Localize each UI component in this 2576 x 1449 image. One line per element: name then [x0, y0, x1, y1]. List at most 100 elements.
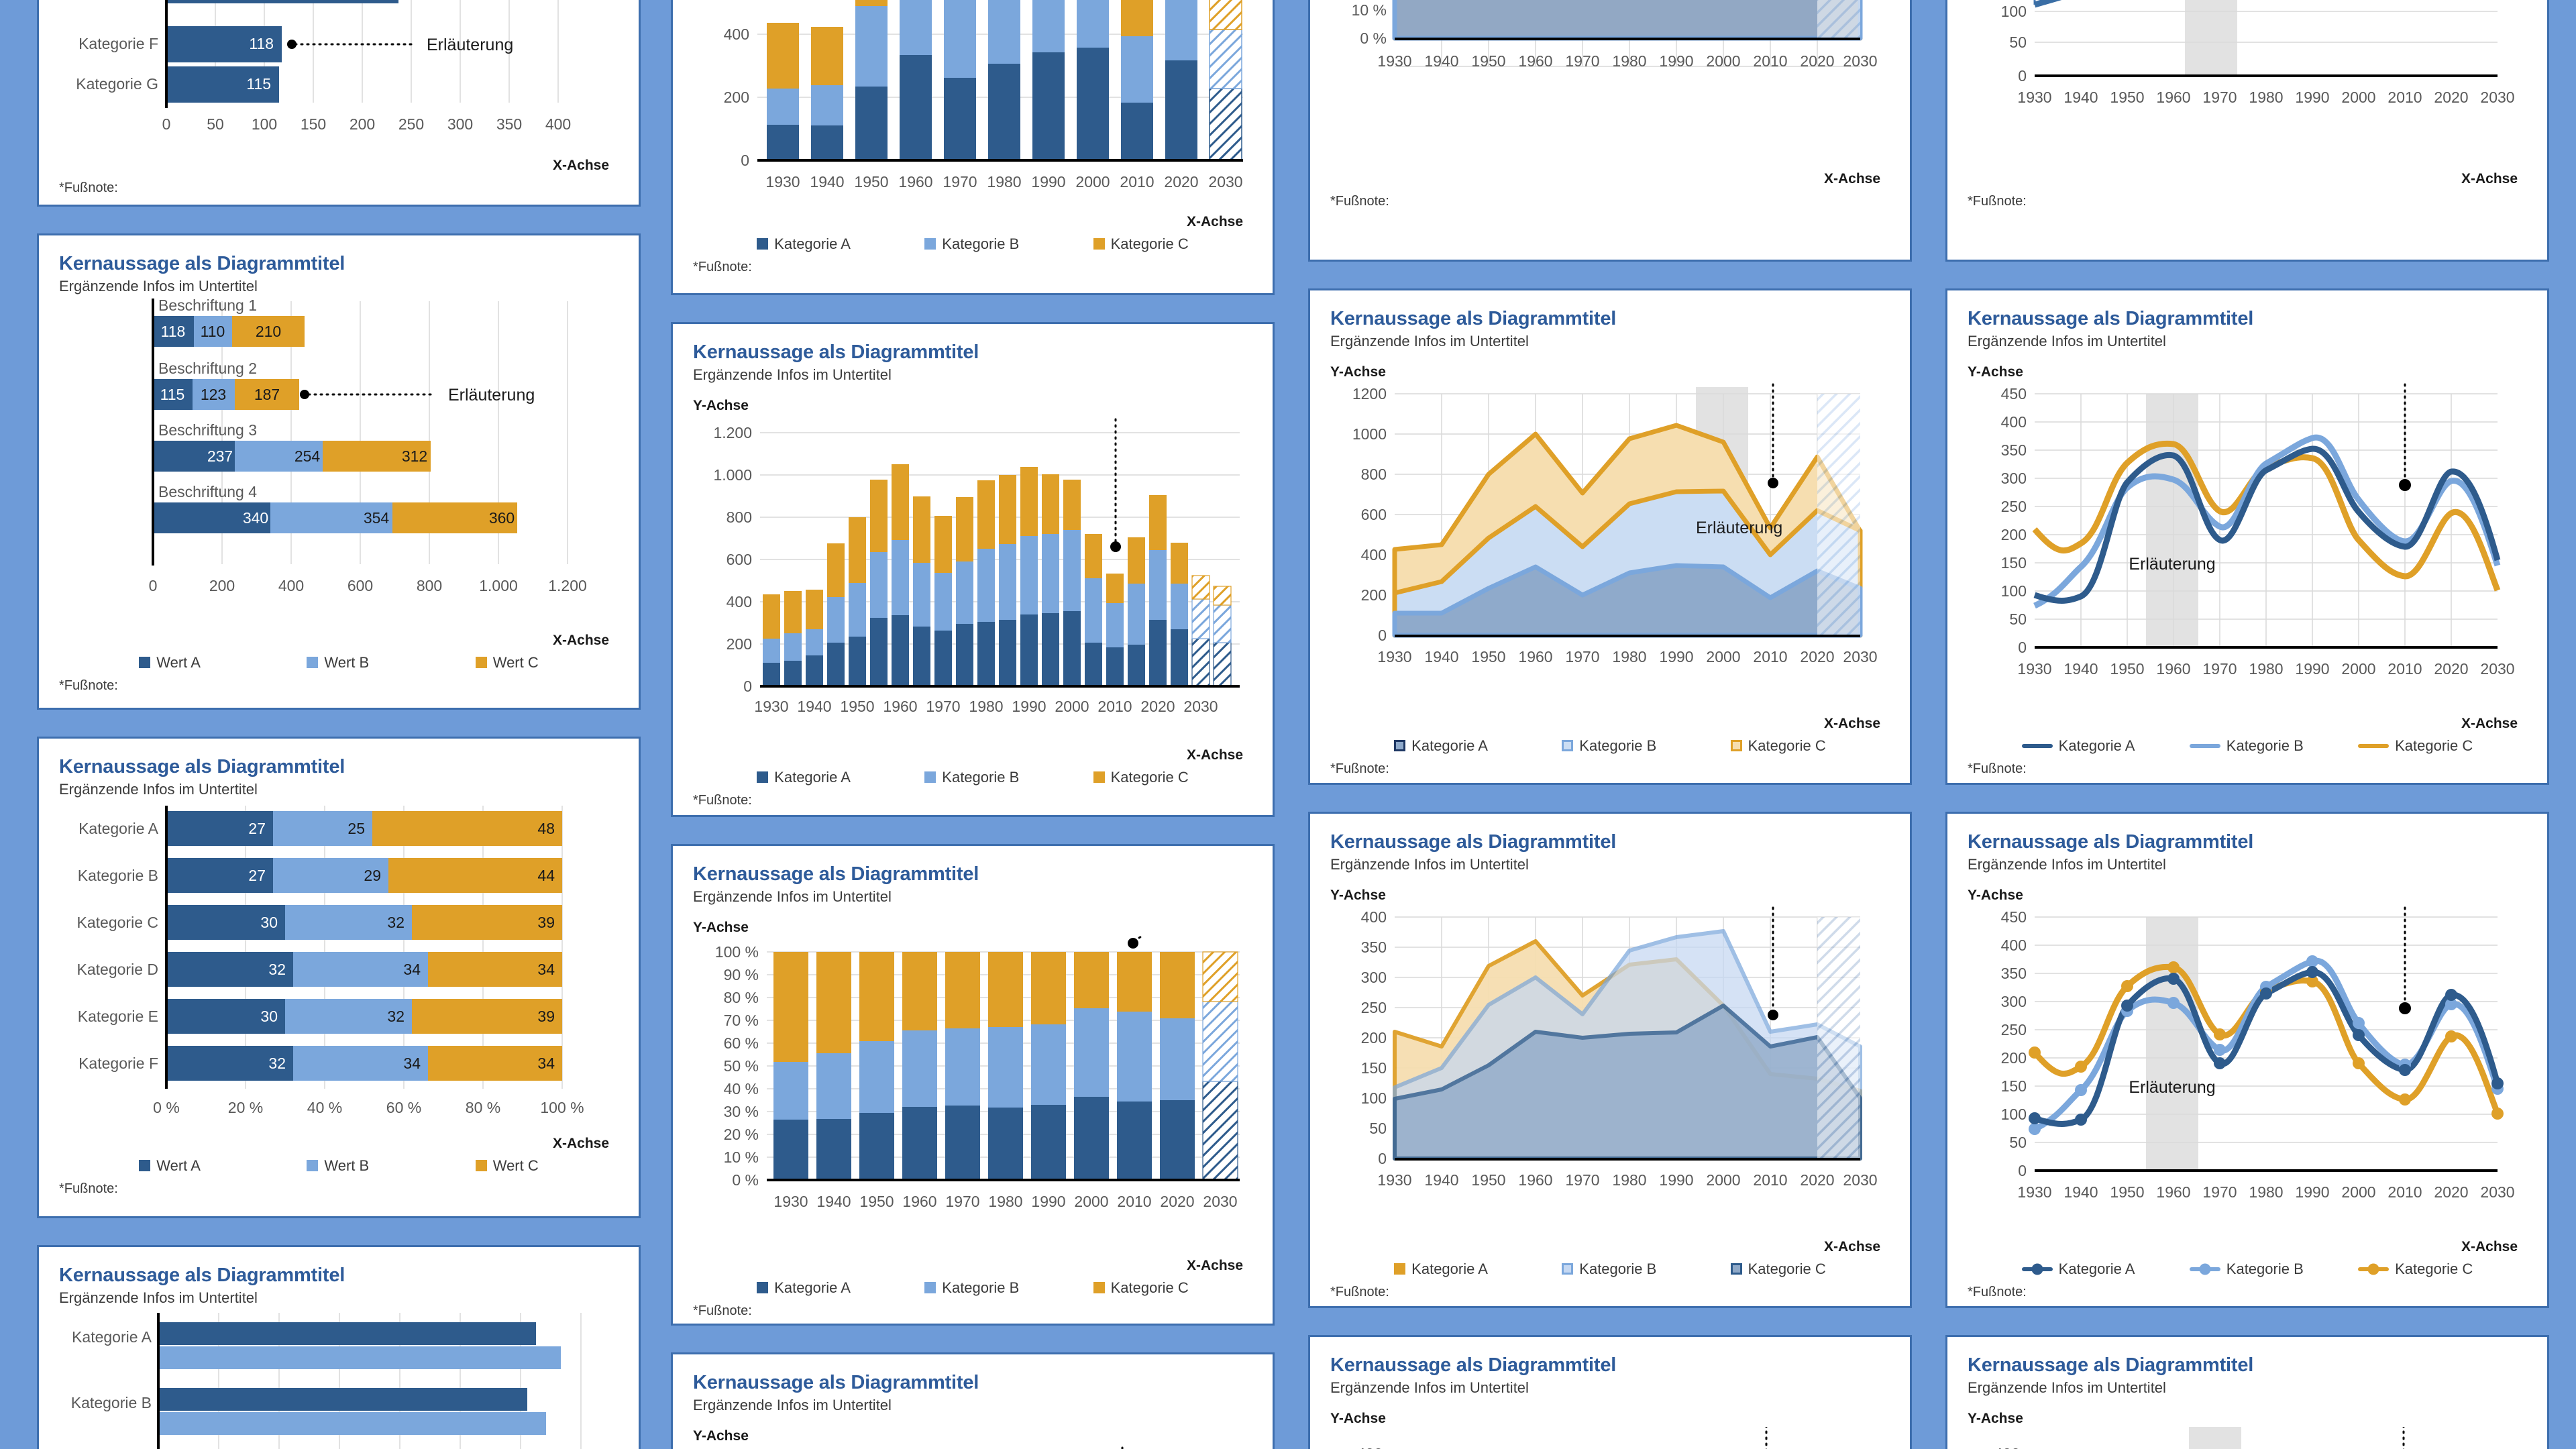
svg-text:0 %: 0 %	[153, 1099, 180, 1116]
x-axis-label: X-Achse	[1823, 170, 1880, 186]
highlight-band	[2189, 1426, 2241, 1449]
card-title: Kernaussage als Diagrammtitel	[693, 1372, 979, 1393]
chart-card-col-stacked-dense[interactable]: Kernaussage als Diagrammtitel Ergänzende…	[671, 322, 1275, 817]
bar-row[interactable]: 115 Kategorie G	[76, 66, 279, 103]
chart-card-line-smooth[interactable]: Kernaussage als Diagrammtitel Ergänzende…	[1945, 288, 2549, 785]
svg-text:250: 250	[2001, 1021, 2027, 1038]
bar-row[interactable]: 340 354 360	[153, 502, 517, 533]
bar-row[interactable]: 27 25 48 Kategorie A	[78, 810, 562, 846]
svg-text:600: 600	[1361, 506, 1387, 523]
chart-card-area-100[interactable]: Kernaussage als Diagrammtitel Ergänzende…	[1308, 0, 1912, 262]
chart-card-bar-100[interactable]: Kernaussage als Diagrammtitel Ergänzende…	[37, 737, 641, 1218]
forecast-bar-group[interactable]	[1191, 575, 1232, 687]
svg-text:450: 450	[2001, 908, 2027, 926]
svg-text:1930: 1930	[754, 698, 788, 715]
svg-text:32: 32	[268, 961, 286, 978]
svg-text:Beschriftung 3: Beschriftung 3	[158, 421, 257, 439]
x-axis-label: X-Achse	[1823, 1238, 1880, 1254]
dashed-connectors	[2033, 0, 2036, 5]
bar-group[interactable]	[767, 0, 1197, 160]
legend-swatch-a	[139, 657, 151, 669]
chart-card-area-overlap[interactable]: Kernaussage als Diagrammtitel Ergänzende…	[1308, 812, 1912, 1308]
svg-text:350: 350	[1361, 938, 1387, 956]
svg-text:1970: 1970	[2202, 1183, 2237, 1201]
card-subtitle: Ergänzende Infos im Untertitel	[59, 1289, 258, 1307]
legend-label: Kategorie B	[1579, 737, 1657, 754]
card-title: Kernaussage als Diagrammtitel	[1968, 831, 2254, 853]
svg-text:1950: 1950	[2110, 660, 2144, 678]
chart-card-col-100[interactable]: Kernaussage als Diagrammtitel Ergänzende…	[671, 844, 1275, 1326]
bar-100-plot: 27 25 48 Kategorie A 27 29 44 Kategorie …	[77, 805, 584, 1116]
legend-item: Kategorie A	[1394, 1260, 1488, 1278]
legend-label: Kategorie C	[1748, 1260, 1826, 1277]
svg-text:1950: 1950	[854, 173, 888, 191]
svg-text:2020: 2020	[1800, 1171, 1834, 1189]
bar-row[interactable]: 27 29 44 Kategorie B	[78, 857, 562, 893]
chart-card-area-bottom[interactable]: Kernaussage als Diagrammtitel Ergänzende…	[1308, 1335, 1912, 1449]
annotation-callout: Erläuterung	[2399, 383, 2411, 491]
svg-text:Erläuterung: Erläuterung	[427, 36, 513, 54]
svg-text:Beschriftung 4: Beschriftung 4	[158, 483, 257, 500]
bar-clustered-plot: Kategorie A Kategorie B Kategorie C	[71, 1312, 582, 1449]
svg-text:150: 150	[1361, 1059, 1387, 1077]
x-axis-label: X-Achse	[552, 632, 609, 648]
svg-text:200: 200	[1361, 1029, 1387, 1046]
col-bottom-plot: Erläuterung 800	[1121, 1444, 1124, 1449]
svg-text:1960: 1960	[2156, 1183, 2190, 1201]
forecast-bar-group[interactable]	[1202, 951, 1238, 1181]
svg-text:Kategorie A: Kategorie A	[78, 820, 159, 837]
chart-card-col-stacked-wide[interactable]: Kernaussage als Diagrammtitel Ergänzende…	[671, 0, 1275, 295]
chart-card-line-markers[interactable]: Kernaussage als Diagrammtitel Ergänzende…	[1945, 812, 2549, 1308]
legend-label: Kategorie C	[2395, 737, 2473, 754]
svg-text:80 %: 80 %	[466, 1099, 500, 1116]
svg-text:1960: 1960	[1518, 52, 1552, 70]
forecast-bar-group[interactable]	[1209, 0, 1242, 161]
svg-text:2010: 2010	[2387, 1183, 2422, 1201]
bar-row[interactable]: 30 32 39 Kategorie C	[77, 904, 562, 940]
bar-row[interactable]: 30 32 39 Kategorie E	[78, 998, 562, 1034]
legend-item: Kategorie A	[2021, 1260, 2135, 1278]
svg-text:1.200: 1.200	[713, 424, 752, 441]
svg-text:1940: 1940	[810, 173, 844, 191]
legend-item: Wert A	[139, 1157, 201, 1175]
bar-row[interactable]: 32 34 34 Kategorie D	[77, 951, 562, 987]
chart-card-bar-single[interactable]: Kernaussage als Diagrammtitel Ergänzende…	[37, 0, 641, 207]
markers-series-c	[2029, 961, 2504, 1120]
legend-item: Wert C	[475, 1157, 539, 1175]
bar-row[interactable]: 32 34 34 Kategorie F	[78, 1045, 562, 1081]
bar-row[interactable]: Kategorie A	[72, 1322, 561, 1369]
chart-card-bar-stacked[interactable]: Kernaussage als Diagrammtitel Ergänzende…	[37, 233, 641, 710]
svg-text:2020: 2020	[1160, 1193, 1194, 1210]
svg-text:32: 32	[268, 1055, 286, 1072]
chart-card-bar-clustered[interactable]: Kernaussage als Diagrammtitel Ergänzende…	[37, 1245, 641, 1449]
svg-text:1980: 1980	[1612, 52, 1646, 70]
legend: Kategorie A Kategorie B Kategorie C	[1968, 737, 2527, 755]
bar-row[interactable]: 237 254 312	[153, 440, 431, 472]
chart-card-col-bottom[interactable]: Kernaussage als Diagrammtitel Ergänzende…	[671, 1352, 1275, 1449]
footnote: *Fußnote:	[59, 678, 118, 693]
svg-text:29: 29	[364, 867, 381, 884]
chart-card-line-bottom[interactable]: Kernaussage als Diagrammtitel Ergänzende…	[1945, 1335, 2549, 1449]
bar-row[interactable]: 115 123 187	[153, 378, 299, 410]
svg-text:1970: 1970	[1565, 648, 1599, 665]
y-tick-labels: 450 400 350 300 250 200 150 100 50 0	[2001, 908, 2027, 1179]
svg-text:1970: 1970	[1565, 1171, 1599, 1189]
svg-text:0: 0	[2018, 67, 2027, 85]
bar-group[interactable]	[773, 951, 1195, 1180]
bar-row[interactable]: 118 Kategorie F	[78, 25, 282, 62]
chart-card-area-stacked[interactable]: Kernaussage als Diagrammtitel Ergänzende…	[1308, 288, 1912, 785]
svg-text:2010: 2010	[1753, 1171, 1787, 1189]
footnote: *Fußnote:	[693, 792, 752, 808]
legend-swatch-b	[307, 657, 319, 669]
svg-text:50 %: 50 %	[724, 1057, 759, 1075]
bar-row[interactable]: Kategorie B	[71, 1387, 546, 1435]
bar-row[interactable]: 237 Kategorie E	[78, 0, 398, 3]
svg-text:39: 39	[537, 914, 555, 931]
svg-text:1940: 1940	[1424, 1171, 1458, 1189]
svg-text:350: 350	[496, 115, 522, 133]
bar-group[interactable]	[763, 464, 1188, 686]
legend-item: Kategorie A	[2021, 737, 2135, 755]
bar-row[interactable]: 118 110 210	[153, 315, 305, 347]
chart-card-line-two[interactable]: Kernaussage als Diagrammtitel Ergänzende…	[1945, 0, 2549, 262]
